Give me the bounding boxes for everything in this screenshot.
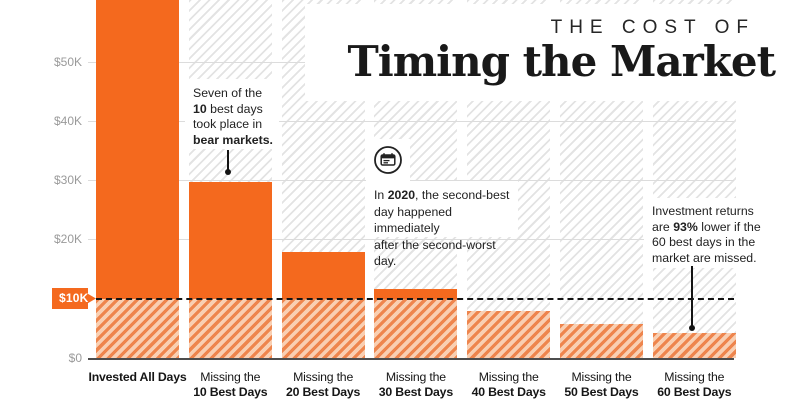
- title-kicker: THE COST OF: [550, 17, 755, 38]
- bar-hatched-segment: [652, 333, 736, 358]
- annotation-text: after the second-worst day.: [374, 237, 496, 269]
- x-tick-label: Missing the 60 Best Days: [639, 370, 750, 400]
- x-tick-line1: Missing the: [200, 370, 261, 384]
- annotation-text: , the second-best: [415, 188, 510, 202]
- x-tick-label: Missing the 10 Best Days: [175, 370, 286, 400]
- x-tick-line1: Missing the: [571, 370, 632, 384]
- bar-hatched-segment: [188, 298, 272, 358]
- gridline: [88, 120, 734, 122]
- y-tick-label: $0: [68, 351, 82, 365]
- annotation-text-bold: 93%: [673, 219, 698, 234]
- page-title: Timing the Market: [347, 37, 776, 86]
- annotation-text-bold: 2020: [387, 188, 416, 202]
- x-tick-line1: Missing the: [293, 370, 354, 384]
- annotation-text: Investment returns: [652, 204, 754, 218]
- x-tick-line2: 60 Best Days: [657, 385, 732, 399]
- x-tick-label: Missing the 30 Best Days: [360, 370, 471, 400]
- title-box: THE COST OF Timing the Market: [305, 4, 787, 101]
- x-tick-line1: Missing the: [664, 370, 725, 384]
- annotation-text: day happened immediately: [374, 204, 452, 236]
- x-tick-line2: 50 Best Days: [564, 385, 639, 399]
- bar-hatched-segment: [560, 324, 643, 358]
- gridline: [88, 239, 734, 241]
- annotation-text: market are missed.: [652, 250, 757, 265]
- x-tick-line2: 10 Best Days: [193, 385, 268, 399]
- x-tick-line2: 30 Best Days: [378, 385, 453, 399]
- annotation-text: Seven of the: [193, 86, 263, 100]
- annotation-arrow: [689, 266, 695, 331]
- bar: [374, 288, 458, 299]
- bar-hatched-segment: [467, 310, 551, 358]
- bar: [281, 252, 365, 299]
- gridline: [88, 180, 734, 182]
- bar-hatched-segment: [96, 298, 179, 358]
- bar-hatched-segment: [374, 298, 458, 358]
- annotation-text: In: [374, 188, 388, 202]
- x-tick-line2: 40 Best Days: [471, 385, 546, 399]
- annotation-arrow: [225, 150, 231, 175]
- threshold-badge: $10K: [52, 288, 96, 309]
- y-tick-label: $40K: [53, 113, 82, 128]
- x-tick-line2: 20 Best Days: [286, 385, 361, 399]
- x-tick-label: Missing the 20 Best Days: [268, 370, 379, 400]
- x-tick-line1: Missing the: [478, 370, 539, 384]
- annotation-text: are: [652, 219, 674, 234]
- annotation-text: took place in: [193, 117, 263, 131]
- annotation-2020: In 2020, the second-best day happened im…: [366, 181, 518, 268]
- y-tick-label: $50K: [53, 54, 82, 69]
- x-tick-label: Missing the 50 Best Days: [546, 370, 657, 400]
- bar-hatched-segment: [281, 298, 365, 358]
- threshold-line: [96, 297, 734, 300]
- annotation-text-bold: bear markets.: [193, 132, 273, 147]
- y-tick-label: $20K: [53, 232, 82, 247]
- bar: [188, 181, 272, 299]
- annotation-text: best days: [206, 101, 263, 116]
- annotation-text: lower if the: [697, 219, 761, 234]
- x-tick-line1: Invested All Days: [88, 370, 187, 384]
- annotation-returns: Investment returns are 93% lower if the …: [644, 198, 788, 268]
- y-tick-label: $30K: [53, 173, 82, 188]
- annotation-text: 60 best days in the: [652, 235, 756, 249]
- calendar-icon-box: [366, 139, 410, 181]
- x-tick-line1: Missing the: [385, 370, 446, 384]
- calendar-icon: [374, 146, 402, 174]
- x-tick-label: Invested All Days: [82, 370, 193, 385]
- annotation-bear-markets: Seven of the 10 best days took place in …: [185, 79, 279, 149]
- x-axis-line: [88, 358, 734, 360]
- bar: [96, 0, 179, 299]
- annotation-text-bold: 10: [193, 101, 207, 116]
- x-tick-label: Missing the 40 Best Days: [453, 370, 564, 400]
